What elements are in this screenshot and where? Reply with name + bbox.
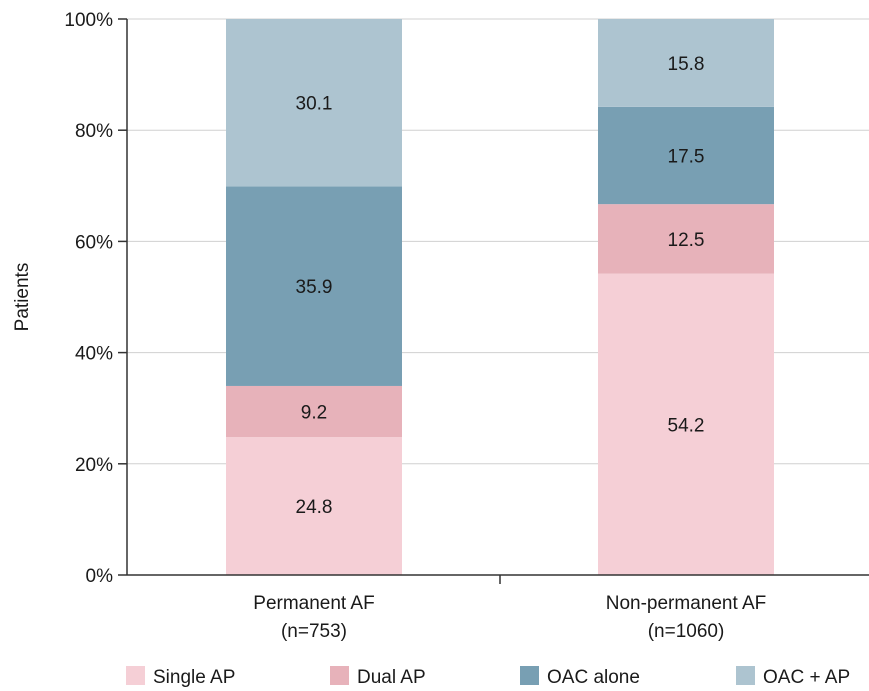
y-axis-ticks: 0% 20% 40% 60% 80% 100% bbox=[64, 10, 127, 587]
bar-stacks bbox=[226, 19, 774, 575]
x-axis-category-labels: Permanent AF (n=753) Non-permanent AF (n=10… bbox=[253, 575, 766, 642]
bar-segment bbox=[226, 19, 402, 187]
legend-label: OAC alone bbox=[547, 667, 640, 688]
x-category-label: Permanent AF bbox=[253, 593, 374, 614]
legend-swatch bbox=[736, 666, 755, 685]
y-tick-label: 0% bbox=[86, 566, 114, 587]
legend-swatch bbox=[126, 666, 145, 685]
value-labels: 24.8 9.2 35.9 30.1 54.2 12.5 17.5 15.8 bbox=[296, 54, 705, 518]
value-label: 17.5 bbox=[668, 146, 705, 167]
bar-segment bbox=[226, 385, 402, 438]
x-category-label: (n=1060) bbox=[648, 621, 725, 642]
y-tick-label: 60% bbox=[75, 232, 113, 253]
bar-segment bbox=[598, 19, 774, 107]
x-category-label: (n=753) bbox=[281, 621, 347, 642]
bar-segment bbox=[598, 106, 774, 205]
legend-swatch bbox=[330, 666, 349, 685]
y-tick-label: 80% bbox=[75, 121, 113, 142]
legend: Single AP Dual AP OAC alone OAC + AP bbox=[126, 666, 850, 688]
bar-segment bbox=[226, 186, 402, 386]
y-tick-label: 20% bbox=[75, 455, 113, 476]
value-label: 9.2 bbox=[301, 403, 327, 424]
bar-segment bbox=[226, 437, 402, 575]
value-label: 35.9 bbox=[296, 277, 333, 298]
legend-label: OAC + AP bbox=[763, 667, 850, 688]
bar-segment bbox=[598, 273, 774, 575]
legend-swatch bbox=[520, 666, 539, 685]
y-tick-label: 100% bbox=[64, 10, 113, 31]
legend-label: Dual AP bbox=[357, 667, 426, 688]
value-label: 30.1 bbox=[296, 94, 333, 115]
y-axis-title: Patients bbox=[12, 263, 33, 332]
legend-label: Single AP bbox=[153, 667, 235, 688]
value-label: 54.2 bbox=[668, 415, 705, 436]
value-label: 12.5 bbox=[668, 230, 705, 251]
x-category-label: Non-permanent AF bbox=[606, 593, 767, 614]
y-tick-label: 40% bbox=[75, 344, 113, 365]
bar-segment bbox=[598, 204, 774, 274]
value-label: 15.8 bbox=[668, 54, 705, 75]
axes bbox=[126, 19, 869, 576]
value-label: 24.8 bbox=[296, 497, 333, 518]
